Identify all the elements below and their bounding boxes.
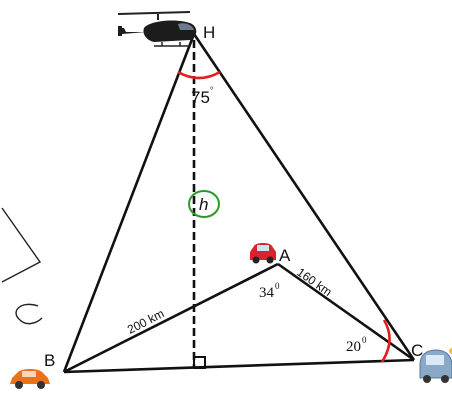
handwritten-scribble	[1, 207, 43, 325]
triangle-HBC	[62, 33, 416, 374]
point-B-label: B	[44, 351, 55, 370]
side-BC	[63, 358, 415, 374]
helicopter-icon	[117, 11, 197, 47]
side-AC-length: 160 km	[294, 265, 334, 299]
blue-car-icon	[419, 348, 452, 383]
side-HB	[62, 33, 196, 373]
point-H-label: H	[203, 23, 215, 42]
side-HC	[192, 33, 416, 361]
angle-C-value: 20	[346, 339, 361, 355]
side-AC	[277, 262, 415, 362]
red-car-icon	[250, 243, 276, 264]
angle-C-unit: 0	[362, 335, 367, 345]
angle-A-value: 34	[259, 285, 275, 301]
right-angle-marker	[193, 356, 206, 369]
point-C-label: C	[411, 341, 423, 360]
triangle-BAC	[63, 262, 415, 374]
angle-A-unit: 0	[275, 281, 280, 291]
orange-car-icon	[10, 369, 50, 389]
h-circle	[188, 190, 220, 218]
angle-H-arc	[177, 70, 221, 80]
angle-H-value: 75	[191, 88, 210, 107]
angle-C-arc	[380, 319, 391, 363]
angle-H-unit: °	[210, 85, 214, 95]
side-AB	[63, 262, 279, 374]
height-label: h	[199, 195, 208, 214]
point-A-label: A	[279, 246, 291, 265]
